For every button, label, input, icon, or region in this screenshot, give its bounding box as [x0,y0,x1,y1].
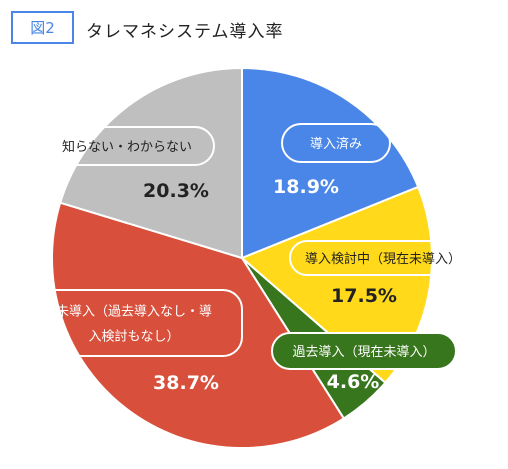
slice-label-pill-3 [271,332,457,370]
slice-value-label-4: 38.7% [153,372,219,394]
slice-label-pill-2 [289,240,477,276]
slice-label-5-line-1: 知らない・わからない [62,139,192,155]
slice-label-group-3: 過去導入（現在未導入） 4.6% [271,332,457,393]
slice-label-pill-1 [281,123,391,163]
slice-label-4-line-1: 未導入（過去導入なし・導 [56,305,212,320]
slice-value-label-3: 4.6% [327,371,380,393]
slice-label-group-1: 導入済み 18.9% [273,123,391,198]
chart-title: タレマネシステム導入率 [86,22,284,42]
slice-label-pill-4 [25,289,243,357]
slice-label-1-line-1: 導入済み [310,136,362,152]
slice-value-label-5: 20.3% [143,180,209,202]
slice-label-pill-5 [39,126,215,166]
slice-label-4-line-2: 入検討もなし） [88,329,179,345]
slice-label-group-2: 導入検討中（現在未導入） 17.5% [289,240,477,307]
slice-value-label-2: 17.5% [331,285,397,307]
figure-number-badge: 図2 [11,11,74,44]
slice-label-2-line-1: 導入検討中（現在未導入） [305,251,461,267]
slice-value-label-1: 18.9% [273,176,339,198]
pie-slices [50,66,433,449]
pie-slice-4 [50,201,346,449]
slice-label-group-5: 知らない・わからない 20.3% [39,126,215,202]
pie-slice-5 [58,66,243,260]
slice-label-3-line-1: 過去導入（現在未導入） [292,345,435,360]
